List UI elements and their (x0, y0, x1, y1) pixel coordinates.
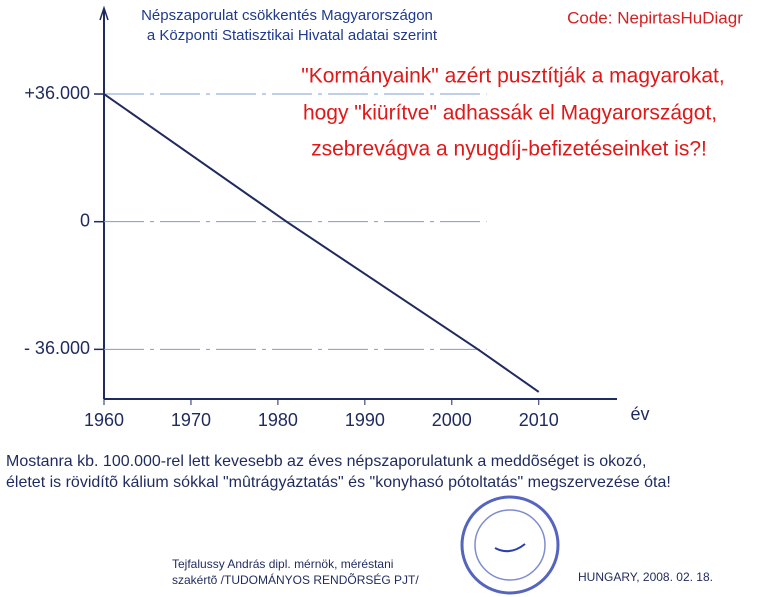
code: Code: NepirtasHuDiagr (567, 8, 743, 27)
x-tick-label: 1980 (258, 410, 298, 430)
y-tick-label: +36.000 (24, 83, 90, 103)
x-tick-label: 2010 (519, 410, 559, 430)
slogan: zsebrevágva a nyugdíj-befizetéseinket is… (311, 138, 707, 161)
author: Tejfalussy András dipl. mérnök, méréstan… (172, 557, 393, 571)
slogan: hogy "kiürítve" adhassák el Magyarország… (303, 102, 717, 125)
chart-title: Népszaporulat csökkentés Magyarországon (141, 7, 433, 24)
x-tick-label: 1970 (171, 410, 211, 430)
note: Mostanra kb. 100.000-rel lett kevesebb a… (6, 453, 646, 470)
data-line (103, 93, 540, 393)
date: HUNGARY, 2008. 02. 18. (578, 570, 713, 584)
y-arrow (99, 5, 109, 21)
slogan: "Kormányaink" azért pusztítják a magyaro… (301, 65, 724, 88)
x-tick-label: 1960 (84, 410, 124, 430)
stamp (460, 495, 560, 595)
y-tick-label: 0 (80, 210, 90, 230)
note: életet is rövidítõ kálium sókkal "mûtrág… (6, 474, 671, 491)
x-tick-label: 1990 (345, 410, 385, 430)
chart-title: a Központi Statisztikai Hivatal adatai s… (147, 27, 438, 44)
x-tick-label: 2000 (432, 410, 472, 430)
author: szakértõ /TUDOMÁNYOS RENDÕRSÉG PJT/ (172, 572, 419, 587)
x-axis-label: év (630, 404, 649, 424)
y-tick-label: - 36.000 (24, 338, 90, 358)
